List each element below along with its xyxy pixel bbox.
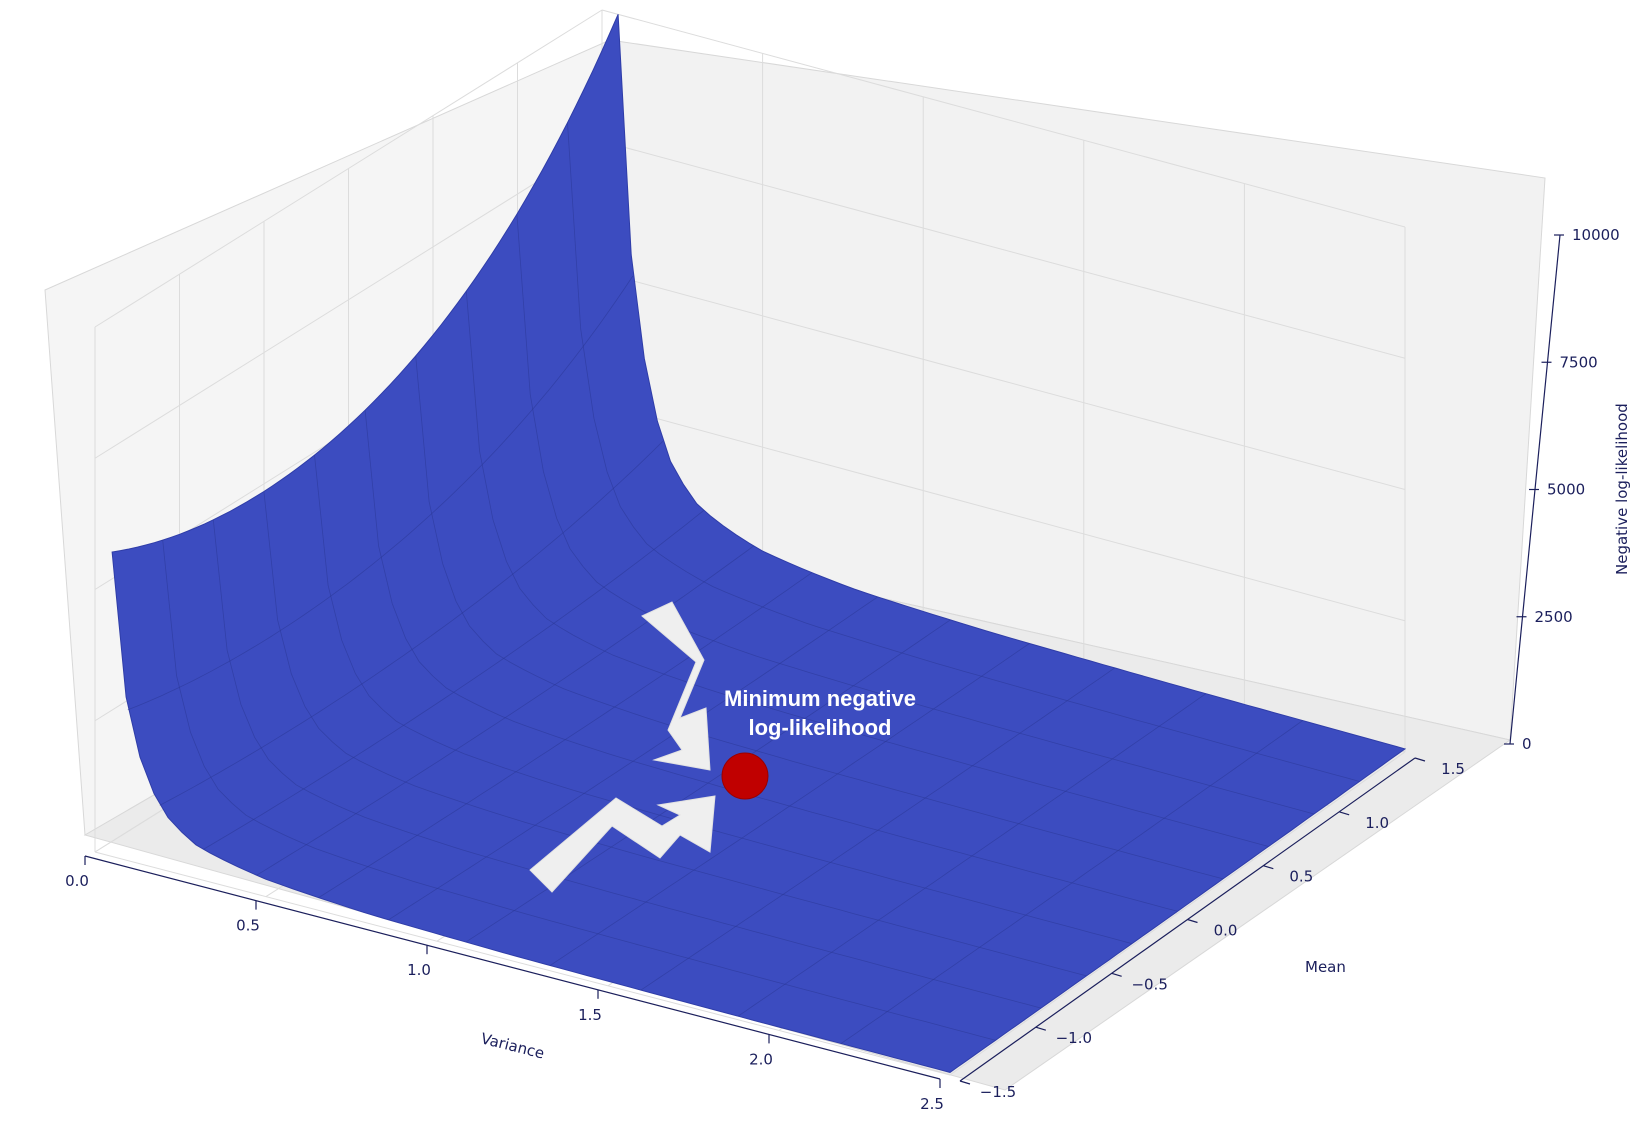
mesh-line-variance (737, 693, 1207, 1017)
mesh-line-mean (162, 540, 996, 1041)
y-tick (1338, 811, 1350, 816)
mesh-line-variance (840, 720, 1303, 1044)
z-tick-label: 7500 (1560, 353, 1598, 371)
minimum-marker (721, 752, 769, 800)
y-tick (959, 1080, 971, 1085)
mesh-line-mean (314, 455, 1133, 944)
mesh-line-mean (212, 519, 1042, 1009)
mesh-line-variance (203, 510, 704, 850)
z-tick-label: 5000 (1547, 481, 1585, 499)
back-gridline-z (601, 272, 1406, 490)
surface (111, 14, 1407, 1073)
y-tick-label: 1.5 (1441, 760, 1465, 778)
back-gridline-z (601, 403, 1406, 622)
x-tick-label: 0.0 (65, 872, 89, 890)
upper-arrow (641, 601, 711, 771)
back-gridline-z (601, 9, 1406, 228)
z-tick-label: 10000 (1572, 226, 1620, 244)
mesh-line-variance (127, 275, 634, 711)
surface-body (111, 14, 1407, 1073)
annotation: Minimum negative log-likelihood (529, 601, 916, 893)
z-axis-label: Negative log-likelihood (1613, 403, 1631, 575)
mesh-line-mean (364, 410, 1178, 912)
x-axis-line (84, 855, 941, 1080)
x-tick-label: 1.0 (407, 961, 431, 979)
x-tick-label: 2.5 (920, 1095, 944, 1113)
back-gridline-z (601, 140, 1406, 359)
mesh-line-variance (549, 643, 1030, 966)
lower-arrow (529, 795, 716, 893)
annotation-label-line2: log-likelihood (749, 715, 892, 740)
mesh-line-mean (465, 291, 1269, 847)
mesh-line-mean (415, 355, 1224, 880)
y-tick (1187, 918, 1198, 924)
mesh-line-variance (159, 441, 664, 806)
x-tick-label: 1.5 (578, 1006, 602, 1024)
y-tick (1263, 865, 1274, 870)
y-tick-label: 0.5 (1289, 868, 1313, 886)
mesh-line-variance (640, 667, 1115, 991)
z-tick-label: 0 (1522, 735, 1532, 753)
y-axis-label: Mean (1305, 958, 1346, 976)
mesh-line-mean (567, 122, 1360, 782)
y-tick (1414, 757, 1426, 762)
y-tick-label: −0.5 (1131, 975, 1167, 993)
y-tick-label: −1.0 (1056, 1029, 1092, 1047)
y-tick-label: 1.0 (1365, 814, 1389, 832)
z-tick-label: 2500 (1535, 608, 1573, 626)
x-tick-label: 0.5 (236, 917, 260, 935)
mesh-line-variance (388, 596, 878, 921)
floor-gridline-y (94, 851, 951, 1076)
y-tick-label: 0.0 (1214, 922, 1238, 940)
y-tick (1035, 1026, 1047, 1031)
mesh-line-mean (263, 491, 1087, 977)
annotation-label-line1: Minimum negative (724, 686, 916, 711)
mesh-line-variance (465, 619, 951, 943)
y-tick (1111, 972, 1122, 977)
y-tick-label: −1.5 (980, 1083, 1016, 1101)
ticks: 0.0 0.5 1.0 1.5 2.0 2.5 −1.5 −1.0 −0.5 0.0 0.5 1.0 1… (65, 226, 1620, 1113)
x-tick-label: 2.0 (749, 1050, 773, 1068)
mesh-line-variance (318, 572, 813, 898)
x-axis-label: Variance (479, 1029, 546, 1062)
